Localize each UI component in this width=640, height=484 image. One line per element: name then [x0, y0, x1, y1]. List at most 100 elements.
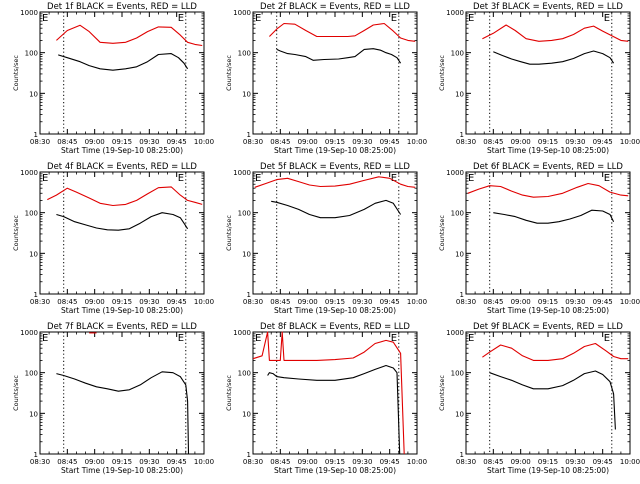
y-tick-label: 1000 — [446, 169, 464, 177]
event-marker-label: E — [604, 173, 610, 184]
lld-series-line — [47, 186, 203, 207]
x-tick-label: 10:00 — [407, 138, 427, 146]
x-tick-label: 09:15 — [325, 458, 345, 466]
x-tick-label: 09:00 — [298, 458, 318, 466]
y-tick-label: 100 — [238, 210, 251, 218]
lld-series-line — [269, 22, 416, 42]
x-tick-label: 09:00 — [85, 298, 105, 306]
chart-title: Det 5f BLACK = Events, RED = LLD — [260, 162, 410, 172]
x-tick-label: 09:30 — [139, 138, 159, 146]
lld-series-line — [254, 176, 416, 188]
y-tick-label: 1 — [247, 131, 251, 139]
chart-title: Det 1f BLACK = Events, RED = LLD — [47, 2, 197, 12]
chart-panel: Det 8f BLACK = Events, RED = LLD 1 10 100 10… — [225, 322, 427, 475]
event-marker-label: E — [391, 333, 397, 344]
x-tick-label: 09:30 — [139, 458, 159, 466]
event-marker-label: E — [604, 333, 610, 344]
chart-panel: Det 1f BLACK = Events, RED = LLD 1 10 100 10… — [12, 2, 214, 155]
events-series-line — [493, 209, 615, 224]
events-series-line — [58, 53, 189, 71]
event-marker-label: E — [255, 333, 261, 344]
chart-panel: Det 4f BLACK = Events, RED = LLD 1 10 100 10… — [12, 162, 214, 315]
event-marker-label: E — [391, 13, 397, 24]
y-tick-label: 100 — [238, 370, 251, 378]
x-tick-label: 09:45 — [167, 458, 187, 466]
event-marker-label: E — [178, 173, 184, 184]
event-marker-label: E — [178, 13, 184, 24]
y-axis-label: Counts/sec — [225, 375, 233, 411]
plot-frame — [39, 11, 205, 135]
y-axis-label: Counts/sec — [438, 375, 446, 411]
x-tick-label: 09:30 — [352, 138, 372, 146]
chart-panel: Det 6f BLACK = Events, RED = LLD 1 10 100 10… — [438, 162, 640, 315]
x-axis-label: Start Time (19-Sep-10 08:25:00) — [274, 146, 396, 155]
lld-series-line — [482, 342, 629, 361]
y-tick-label: 1000 — [233, 9, 251, 17]
y-axis-label: Counts/sec — [438, 215, 446, 251]
y-tick-label: 100 — [25, 370, 38, 378]
event-marker-label: E — [178, 333, 184, 344]
x-tick-label: 09:00 — [85, 138, 105, 146]
x-tick-label: 09:15 — [325, 138, 345, 146]
y-tick-label: 100 — [238, 50, 251, 58]
events-series-line — [267, 364, 401, 455]
event-marker-label: E — [468, 13, 474, 24]
y-axis-label: Counts/sec — [12, 55, 20, 91]
event-marker-label: E — [255, 173, 261, 184]
y-tick-label: 100 — [25, 50, 38, 58]
y-tick-label: 1 — [247, 291, 251, 299]
x-tick-label: 09:45 — [593, 458, 613, 466]
y-tick-label: 10 — [242, 410, 251, 418]
x-tick-label: 08:45 — [270, 458, 290, 466]
y-tick-label: 100 — [25, 210, 38, 218]
x-axis-label: Start Time (19-Sep-10 08:25:00) — [61, 306, 183, 315]
events-series-line — [56, 371, 190, 455]
x-tick-label: 08:45 — [57, 458, 77, 466]
x-tick-label: 08:45 — [483, 298, 503, 306]
event-marker-label: E — [391, 173, 397, 184]
plot-frame — [252, 331, 418, 455]
y-tick-label: 10 — [455, 250, 464, 258]
x-tick-label: 09:45 — [167, 138, 187, 146]
y-tick-label: 1000 — [233, 329, 251, 337]
x-tick-label: 09:00 — [85, 458, 105, 466]
x-tick-label: 09:15 — [112, 138, 132, 146]
plot-frame — [39, 331, 205, 455]
x-axis-label: Start Time (19-Sep-10 08:25:00) — [61, 466, 183, 475]
x-tick-label: 09:15 — [538, 458, 558, 466]
chart-title: Det 9f BLACK = Events, RED = LLD — [473, 322, 623, 332]
chart-title: Det 6f BLACK = Events, RED = LLD — [473, 162, 623, 172]
chart-panel: Det 9f BLACK = Events, RED = LLD 1 10 100 10… — [438, 322, 640, 475]
x-tick-label: 09:15 — [538, 138, 558, 146]
lld-series-line — [252, 331, 405, 455]
x-tick-label: 08:45 — [483, 138, 503, 146]
y-tick-label: 10 — [29, 250, 38, 258]
event-marker-label: E — [468, 333, 474, 344]
x-tick-label: 08:45 — [270, 298, 290, 306]
x-axis-label: Start Time (19-Sep-10 08:25:00) — [274, 466, 396, 475]
x-tick-label: 09:30 — [139, 298, 159, 306]
chart-panel: Det 7f BLACK = Events, RED = LLD 1 10 100 10… — [12, 322, 214, 475]
y-axis-label: Counts/sec — [12, 215, 20, 251]
y-tick-label: 1 — [34, 131, 38, 139]
x-tick-label: 09:30 — [565, 298, 585, 306]
y-axis-label: Counts/sec — [225, 215, 233, 251]
x-tick-label: 09:45 — [380, 458, 400, 466]
chart-title: Det 7f BLACK = Events, RED = LLD — [47, 322, 197, 332]
lld-series-line — [482, 24, 629, 42]
lld-series-line — [56, 24, 203, 47]
y-axis-label: Counts/sec — [12, 375, 20, 411]
lld-series-line — [467, 182, 629, 198]
x-axis-label: Start Time (19-Sep-10 08:25:00) — [274, 306, 396, 315]
x-axis-label: Start Time (19-Sep-10 08:25:00) — [487, 146, 609, 155]
x-tick-label: 10:00 — [620, 458, 640, 466]
x-tick-label: 08:45 — [270, 138, 290, 146]
x-tick-label: 08:30 — [456, 458, 476, 466]
x-tick-label: 10:00 — [620, 138, 640, 146]
x-tick-label: 10:00 — [194, 458, 214, 466]
x-tick-label: 10:00 — [407, 298, 427, 306]
event-marker-label: E — [42, 333, 48, 344]
y-tick-label: 100 — [451, 50, 464, 58]
x-tick-label: 09:30 — [565, 138, 585, 146]
